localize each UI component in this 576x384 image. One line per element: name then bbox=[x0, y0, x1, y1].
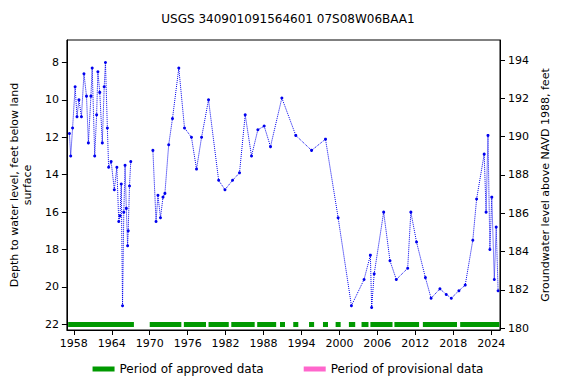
svg-text:14: 14 bbox=[45, 168, 59, 181]
svg-text:184: 184 bbox=[508, 245, 529, 258]
svg-text:192: 192 bbox=[508, 92, 529, 105]
svg-text:182: 182 bbox=[508, 283, 529, 296]
svg-text:1964: 1964 bbox=[98, 337, 126, 350]
svg-text:1976: 1976 bbox=[174, 337, 202, 350]
svg-text:1988: 1988 bbox=[250, 337, 278, 350]
svg-text:10: 10 bbox=[45, 93, 59, 106]
svg-text:1982: 1982 bbox=[212, 337, 240, 350]
svg-text:Period of approved data: Period of approved data bbox=[120, 362, 264, 376]
svg-text:Period of provisional data: Period of provisional data bbox=[331, 362, 484, 376]
svg-text:2006: 2006 bbox=[363, 337, 391, 350]
svg-text:Groundwater level above NAVD 1: Groundwater level above NAVD 1988, feet bbox=[539, 68, 552, 302]
svg-text:Depth to water level, feet bel: Depth to water level, feet below land bbox=[8, 83, 21, 288]
svg-text:2000: 2000 bbox=[325, 337, 353, 350]
svg-text:16: 16 bbox=[45, 206, 59, 219]
svg-text:194: 194 bbox=[508, 54, 529, 67]
svg-text:12: 12 bbox=[45, 131, 59, 144]
svg-text:surface: surface bbox=[21, 164, 34, 205]
svg-text:20: 20 bbox=[45, 280, 59, 293]
svg-text:190: 190 bbox=[508, 130, 529, 143]
svg-text:2024: 2024 bbox=[477, 337, 505, 350]
svg-text:1994: 1994 bbox=[287, 337, 315, 350]
svg-text:22: 22 bbox=[45, 318, 59, 331]
svg-text:186: 186 bbox=[508, 207, 529, 220]
svg-text:2018: 2018 bbox=[439, 337, 467, 350]
svg-text:180: 180 bbox=[508, 322, 529, 335]
svg-text:1970: 1970 bbox=[136, 337, 164, 350]
svg-text:8: 8 bbox=[52, 56, 59, 69]
svg-text:188: 188 bbox=[508, 168, 529, 181]
svg-text:18: 18 bbox=[45, 243, 59, 256]
svg-text:2012: 2012 bbox=[401, 337, 429, 350]
svg-text:USGS 340901091564601 07S08W06B: USGS 340901091564601 07S08W06BAA1 bbox=[161, 12, 414, 26]
svg-text:1958: 1958 bbox=[60, 337, 88, 350]
